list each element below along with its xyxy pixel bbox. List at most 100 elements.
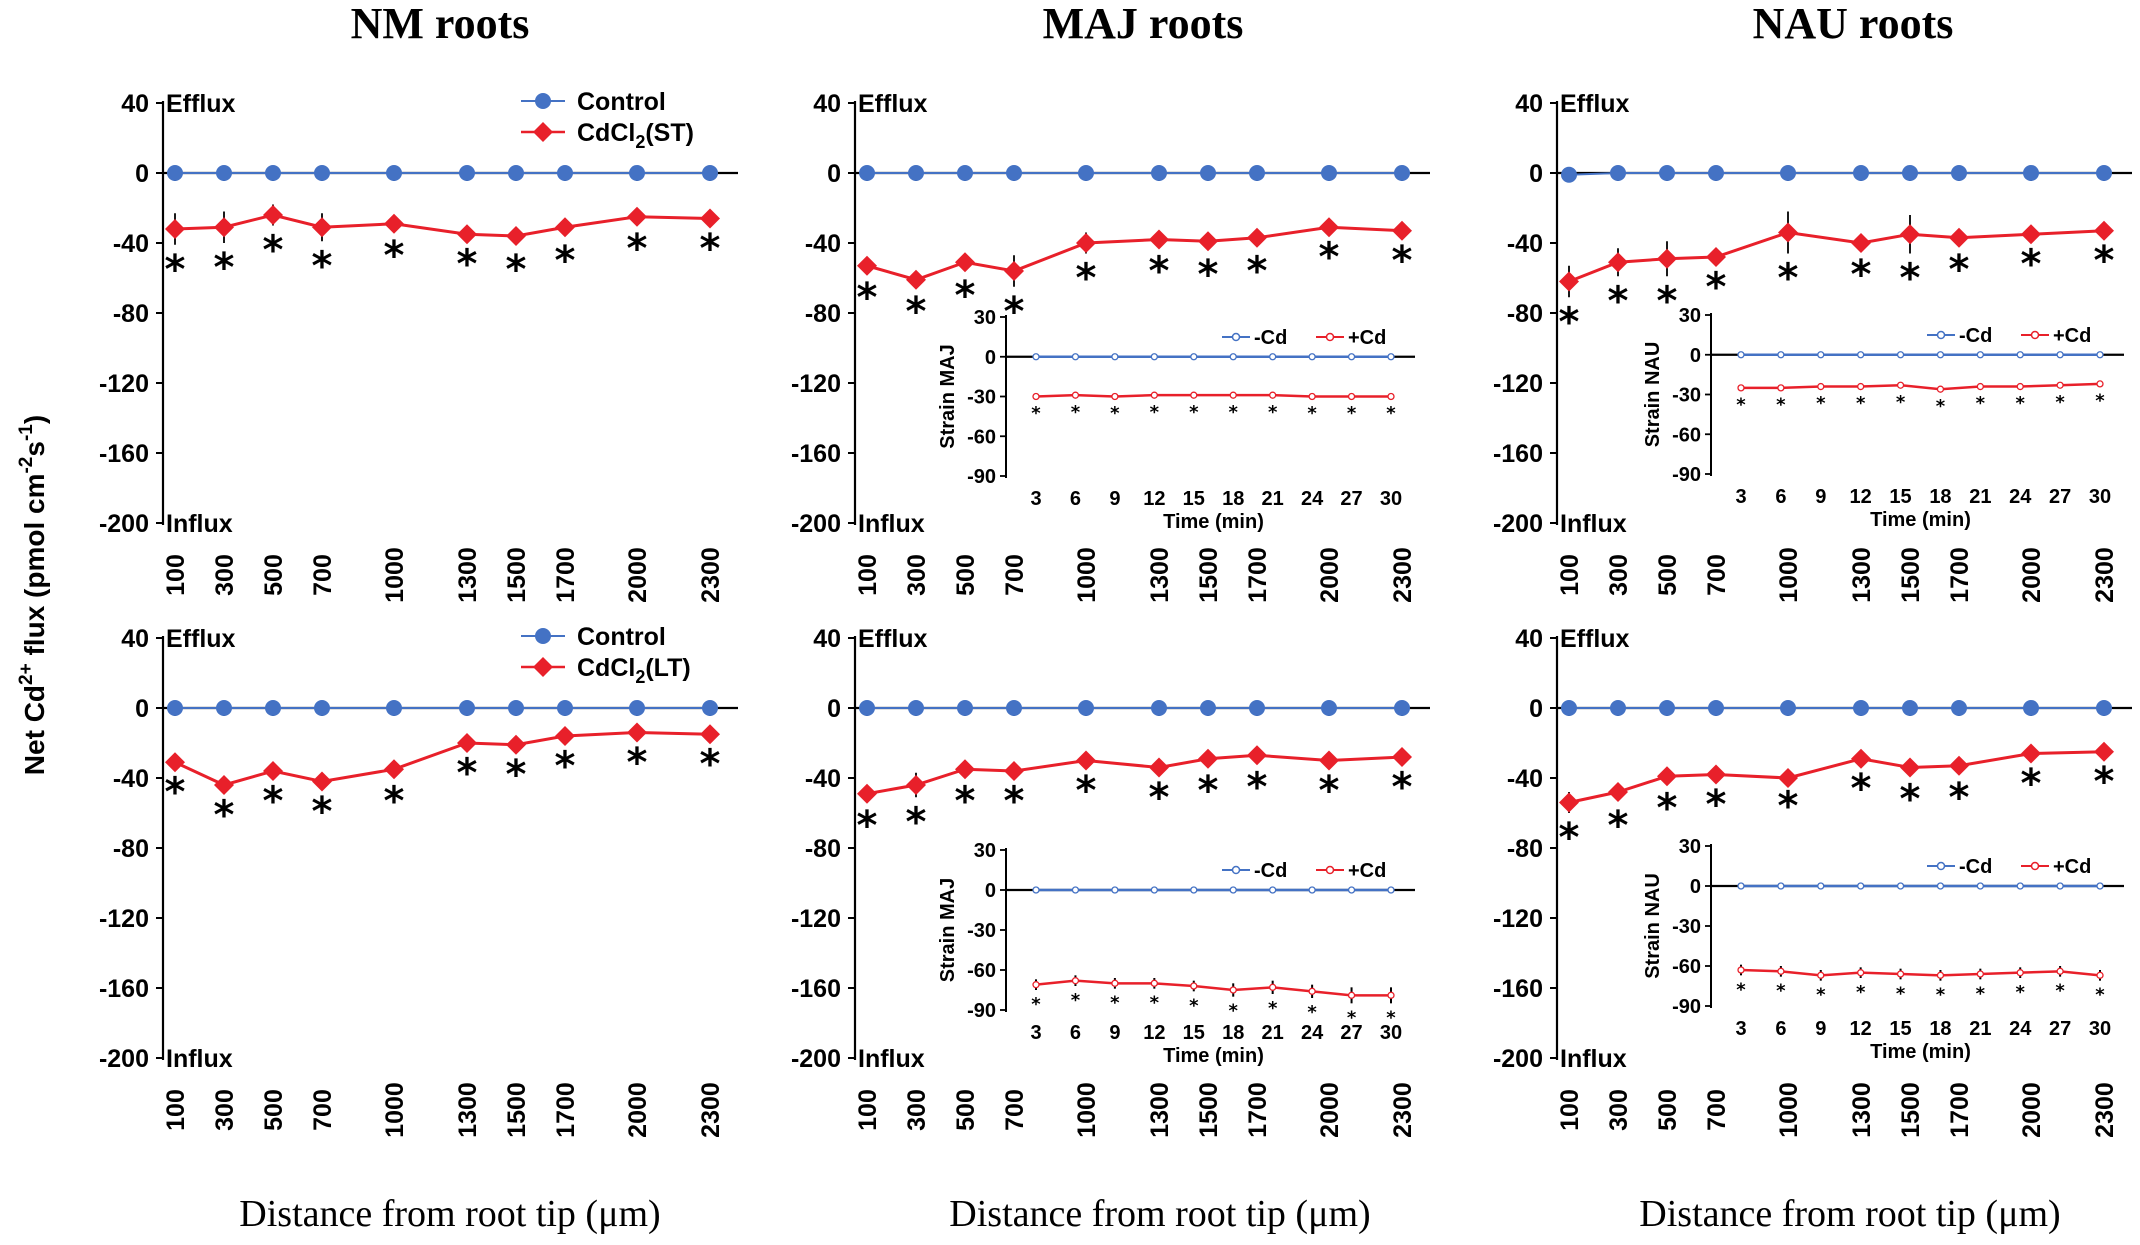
- x-tick-label: 1000: [1073, 547, 1101, 603]
- inset-point-plus: [1387, 991, 1395, 999]
- col-title-nm: NM roots: [351, 0, 530, 48]
- inset-significance-star: *: [1896, 983, 1906, 1004]
- inset-point-minus: [1269, 353, 1277, 361]
- significance-star: *: [1900, 256, 1921, 302]
- control-point: [508, 700, 524, 716]
- inset-point-plus: [1857, 969, 1865, 977]
- x-tick-label: 1700: [1946, 1082, 1974, 1138]
- y-tick-label: -120: [1493, 905, 1543, 933]
- x-tick-label: 500: [1654, 1089, 1682, 1131]
- inset-point-minus: [2096, 882, 2104, 890]
- inset-x-tick-label: 24: [1301, 488, 1324, 510]
- inset-x-title: Time (min): [1870, 509, 1971, 531]
- inset-point-minus: [1896, 882, 1905, 890]
- x-tick-label: 1500: [503, 1082, 531, 1138]
- ylabel-mid: flux (pmol cm: [19, 474, 50, 664]
- inset-point-minus: [2096, 351, 2104, 359]
- cd-point: [700, 208, 720, 229]
- control-point: [1321, 165, 1337, 181]
- y-tick-label: -40: [805, 765, 841, 793]
- inset-x-tick-label: 12: [1143, 1022, 1165, 1044]
- significance-star: *: [1608, 803, 1629, 849]
- y-tick-label: -80: [113, 300, 149, 328]
- inset-point-minus: [1308, 353, 1316, 361]
- legend-marker-control: [535, 93, 551, 109]
- inset-legend-label-plus: +Cd: [1348, 327, 1386, 349]
- control-point: [1078, 165, 1094, 181]
- x-tick-label: 300: [1605, 554, 1633, 596]
- cd-point: [263, 761, 283, 781]
- inset-point-plus: [2096, 971, 2104, 979]
- inset-significance-star: *: [1031, 994, 1041, 1015]
- cd-point: [1608, 782, 1628, 802]
- inset-x-tick-label: 21: [1969, 1018, 1991, 1040]
- inset-point-plus: [1190, 391, 1198, 399]
- y-tick-label: 0: [1529, 160, 1543, 188]
- cd-point: [1392, 220, 1412, 241]
- significance-star: *: [1247, 764, 1268, 810]
- inset-point-minus: [1190, 886, 1198, 894]
- inset-legend-marker-plus: [1325, 332, 1335, 342]
- inset-point-plus: [2096, 380, 2104, 388]
- inset-point-minus: [1111, 353, 1119, 361]
- significance-star: *: [1851, 252, 1872, 298]
- inset-point-minus: [2016, 351, 2024, 359]
- cd-point: [1657, 766, 1677, 787]
- x-tick-label: 300: [903, 554, 931, 596]
- x-tick-label: 1300: [1848, 1082, 1876, 1138]
- x-axis-titles: Distance from root tip (μm) Distance fro…: [239, 1193, 2060, 1235]
- inset-significance-star: *: [1936, 396, 1946, 417]
- control-point: [557, 700, 573, 716]
- efflux-label: Efflux: [858, 90, 928, 118]
- inset-y-title: Strain MAJ: [937, 344, 959, 448]
- inset-legend-marker-plus: [2030, 330, 2040, 340]
- inset-line-plus: [1035, 979, 1391, 997]
- cd-point: [1657, 248, 1677, 269]
- control-point: [167, 700, 183, 716]
- inset-x-tick-label: 12: [1850, 486, 1872, 508]
- efflux-label: Efflux: [1560, 625, 1630, 653]
- inset-significance-star: *: [1071, 402, 1081, 423]
- inset-significance-star: *: [1896, 392, 1906, 413]
- inset-point-plus: [1387, 392, 1395, 401]
- significance-star: *: [2021, 761, 2042, 807]
- control-point: [859, 700, 875, 716]
- control-point: [908, 165, 924, 181]
- control-point: [1780, 165, 1796, 181]
- cd-point: [627, 722, 647, 743]
- inset-y-tick-label: 30: [1679, 305, 1701, 327]
- inset-x-tick-label: 30: [2089, 486, 2111, 508]
- control-point: [459, 700, 475, 716]
- inset-significance-star: *: [1856, 982, 1866, 1003]
- inset-point-plus: [1896, 970, 1905, 978]
- cd-point: [2094, 220, 2114, 241]
- cd-point: [2021, 743, 2041, 764]
- significance-star: *: [906, 289, 927, 335]
- y-tick-label: -80: [805, 300, 841, 328]
- control-point: [1249, 165, 1265, 181]
- inset-significance-star: *: [2095, 985, 2105, 1006]
- inset-significance-star: *: [1736, 979, 1746, 1000]
- y-tick-label: -80: [805, 835, 841, 863]
- x-tick-label: 2300: [2091, 547, 2119, 603]
- y-tick-label: -120: [1493, 370, 1543, 398]
- inset-legend-marker-minus: [1936, 861, 1946, 871]
- inset-x-tick-label: 6: [1070, 488, 1081, 510]
- cd-point: [955, 252, 975, 273]
- control-point: [702, 165, 718, 181]
- inset-significance-star: *: [2055, 981, 2065, 1002]
- cd-point: [506, 734, 526, 755]
- inset-significance-star: *: [1816, 985, 1826, 1006]
- x-tick-label: 100: [162, 1089, 190, 1131]
- inset-point-minus: [1190, 353, 1198, 361]
- y-tick-label: -40: [805, 230, 841, 258]
- inset-significance-star: *: [2016, 393, 2026, 414]
- inset-x-tick-label: 30: [2089, 1018, 2111, 1040]
- x-tick-label: 1000: [1775, 547, 1803, 603]
- inset-x-tick-label: 21: [1262, 1022, 1284, 1044]
- control-point: [2023, 165, 2039, 181]
- col-title-maj: MAJ roots: [1043, 0, 1244, 48]
- inset-x-tick-label: 6: [1070, 1022, 1081, 1044]
- x-tick-label: 2300: [2091, 1082, 2119, 1138]
